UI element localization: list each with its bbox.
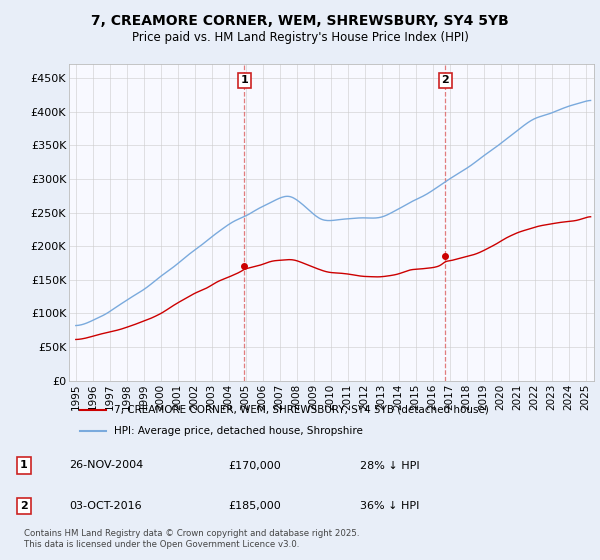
Text: £185,000: £185,000 — [228, 501, 281, 511]
Text: Contains HM Land Registry data © Crown copyright and database right 2025.
This d: Contains HM Land Registry data © Crown c… — [24, 529, 359, 549]
Text: 03-OCT-2016: 03-OCT-2016 — [69, 501, 142, 511]
Text: HPI: Average price, detached house, Shropshire: HPI: Average price, detached house, Shro… — [113, 426, 362, 436]
Text: 2: 2 — [20, 501, 28, 511]
Text: 36% ↓ HPI: 36% ↓ HPI — [360, 501, 419, 511]
Text: 2: 2 — [442, 76, 449, 86]
Text: 7, CREAMORE CORNER, WEM, SHREWSBURY, SY4 5YB: 7, CREAMORE CORNER, WEM, SHREWSBURY, SY4… — [91, 14, 509, 28]
Text: £170,000: £170,000 — [228, 460, 281, 470]
Text: 1: 1 — [20, 460, 28, 470]
Text: 7, CREAMORE CORNER, WEM, SHREWSBURY, SY4 5YB (detached house): 7, CREAMORE CORNER, WEM, SHREWSBURY, SY4… — [113, 405, 488, 415]
Text: 1: 1 — [241, 76, 248, 86]
Text: Price paid vs. HM Land Registry's House Price Index (HPI): Price paid vs. HM Land Registry's House … — [131, 31, 469, 44]
Text: 28% ↓ HPI: 28% ↓ HPI — [360, 460, 419, 470]
Text: 26-NOV-2004: 26-NOV-2004 — [69, 460, 143, 470]
